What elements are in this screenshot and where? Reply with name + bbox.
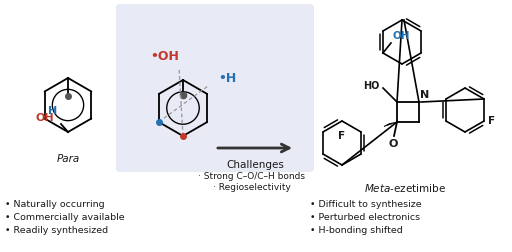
Text: F: F (338, 131, 346, 141)
Text: •OH: •OH (151, 49, 179, 62)
Text: F: F (488, 116, 495, 126)
FancyBboxPatch shape (116, 4, 314, 172)
Text: HO: HO (364, 81, 380, 91)
Text: • H-bonding shifted: • H-bonding shifted (310, 226, 403, 235)
Text: • Difficult to synthesize: • Difficult to synthesize (310, 200, 421, 209)
Text: • Perturbed electronics: • Perturbed electronics (310, 213, 420, 222)
Text: OH: OH (35, 113, 54, 123)
Text: $\it{Meta}$-ezetimibe: $\it{Meta}$-ezetimibe (364, 182, 446, 194)
Text: • Naturally occurring: • Naturally occurring (5, 200, 104, 209)
Text: · Strong C–O/C–H bonds: · Strong C–O/C–H bonds (199, 172, 306, 181)
Text: Para: Para (56, 154, 80, 164)
Text: · Regioselectivity: · Regioselectivity (213, 183, 291, 192)
Text: •H: •H (218, 72, 236, 84)
Text: O: O (388, 139, 398, 149)
Text: OH: OH (393, 31, 411, 41)
Text: • Readily synthesized: • Readily synthesized (5, 226, 108, 235)
Text: • Commercially available: • Commercially available (5, 213, 124, 222)
Text: N: N (420, 90, 429, 100)
Text: Challenges: Challenges (226, 160, 284, 170)
Text: H: H (48, 107, 57, 116)
